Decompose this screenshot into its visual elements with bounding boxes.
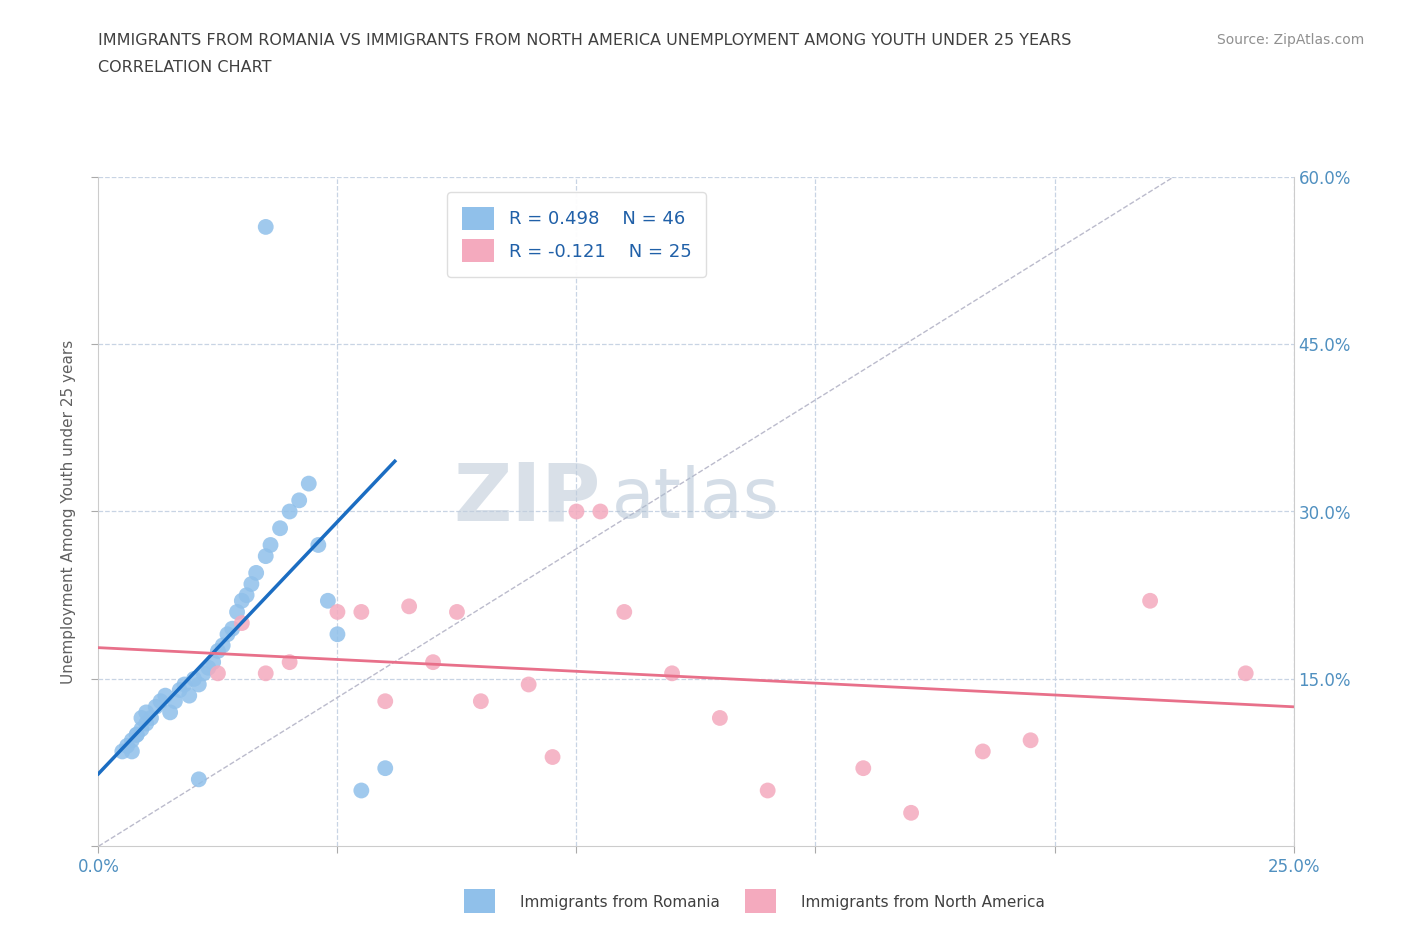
- Point: [121, 744, 143, 759]
- Point: [235, 588, 257, 603]
- Point: [565, 504, 588, 519]
- Point: [139, 711, 162, 725]
- Point: [149, 694, 172, 709]
- Point: [125, 727, 148, 742]
- Point: [278, 655, 301, 670]
- Point: [589, 504, 612, 519]
- Point: [131, 711, 153, 725]
- Point: [211, 638, 233, 653]
- Point: [398, 599, 420, 614]
- Point: [115, 738, 138, 753]
- Point: [470, 694, 492, 709]
- Point: [316, 593, 339, 608]
- Point: [900, 805, 922, 820]
- Legend: R = 0.498    N = 46, R = -0.121    N = 25: R = 0.498 N = 46, R = -0.121 N = 25: [447, 193, 706, 277]
- Point: [221, 621, 243, 636]
- Point: [517, 677, 540, 692]
- Point: [661, 666, 683, 681]
- Point: [278, 504, 301, 519]
- Point: [350, 604, 373, 619]
- Point: [207, 666, 229, 681]
- Point: [350, 783, 373, 798]
- Text: Immigrants from North America: Immigrants from North America: [801, 895, 1045, 910]
- Point: [326, 627, 349, 642]
- Point: [254, 666, 277, 681]
- Text: IMMIGRANTS FROM ROMANIA VS IMMIGRANTS FROM NORTH AMERICA UNEMPLOYMENT AMONG YOUT: IMMIGRANTS FROM ROMANIA VS IMMIGRANTS FR…: [98, 33, 1071, 47]
- Point: [374, 761, 396, 776]
- Point: [187, 772, 209, 787]
- Point: [135, 716, 157, 731]
- Point: [1139, 593, 1161, 608]
- Point: [125, 727, 148, 742]
- Text: ZIP: ZIP: [453, 459, 600, 538]
- Point: [756, 783, 779, 798]
- Point: [131, 722, 153, 737]
- Point: [193, 666, 215, 681]
- Point: [121, 733, 143, 748]
- Point: [231, 616, 253, 631]
- Point: [240, 577, 263, 591]
- Point: [179, 688, 201, 703]
- Point: [709, 711, 731, 725]
- Point: [173, 677, 195, 692]
- Point: [1019, 733, 1042, 748]
- Point: [1234, 666, 1257, 681]
- Point: [374, 694, 396, 709]
- Point: [231, 593, 253, 608]
- Point: [259, 538, 281, 552]
- Point: [217, 627, 239, 642]
- Y-axis label: Unemployment Among Youth under 25 years: Unemployment Among Youth under 25 years: [60, 339, 76, 684]
- Point: [254, 549, 277, 564]
- Point: [159, 705, 181, 720]
- Point: [226, 604, 249, 619]
- Point: [145, 699, 167, 714]
- Point: [111, 744, 134, 759]
- Point: [422, 655, 444, 670]
- Point: [163, 694, 186, 709]
- Point: [972, 744, 994, 759]
- Point: [197, 660, 219, 675]
- Point: [613, 604, 636, 619]
- Point: [298, 476, 321, 491]
- Text: Immigrants from Romania: Immigrants from Romania: [520, 895, 720, 910]
- Point: [269, 521, 291, 536]
- Point: [307, 538, 329, 552]
- Point: [169, 683, 191, 698]
- Point: [852, 761, 875, 776]
- Point: [135, 705, 157, 720]
- Text: Source: ZipAtlas.com: Source: ZipAtlas.com: [1216, 33, 1364, 46]
- Point: [288, 493, 311, 508]
- Point: [187, 677, 209, 692]
- Point: [254, 219, 277, 234]
- Point: [326, 604, 349, 619]
- Point: [207, 644, 229, 658]
- Text: atlas: atlas: [613, 465, 780, 532]
- Point: [541, 750, 564, 764]
- Point: [446, 604, 468, 619]
- Point: [183, 671, 205, 686]
- Point: [155, 688, 177, 703]
- Point: [245, 565, 267, 580]
- Point: [202, 655, 225, 670]
- Text: CORRELATION CHART: CORRELATION CHART: [98, 60, 271, 75]
